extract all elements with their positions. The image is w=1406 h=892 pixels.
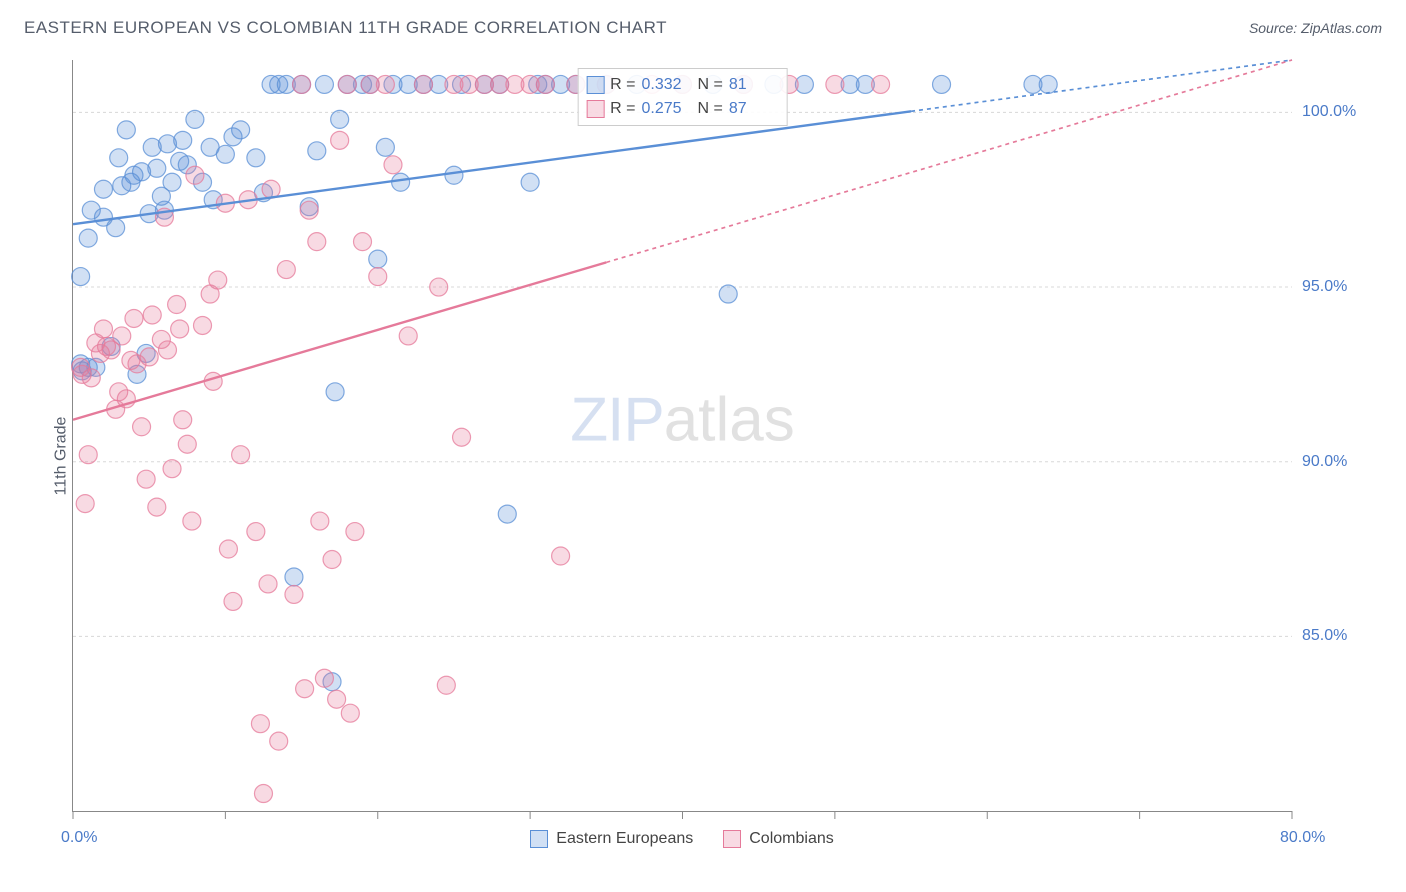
legend-swatch-1 <box>586 100 604 118</box>
series-legend-item-1: Colombians <box>723 830 833 848</box>
chart-source: Source: ZipAtlas.com <box>1249 20 1382 36</box>
legend-r-value-0: 0.332 <box>642 73 692 97</box>
legend-row-series-1: R = 0.275 N = 87 <box>586 97 779 121</box>
legend-r-value-1: 0.275 <box>642 97 692 121</box>
legend-r-label-1: R = <box>610 97 635 121</box>
legend-swatch-0 <box>586 76 604 94</box>
scatter-plot-svg <box>73 60 1292 811</box>
series-legend-label-0: Eastern Europeans <box>556 830 693 848</box>
ytick-label: 85.0% <box>1302 627 1372 645</box>
correlation-legend: R = 0.332 N = 81 R = 0.275 N = 87 <box>577 68 788 126</box>
legend-row-series-0: R = 0.332 N = 81 <box>586 73 779 97</box>
legend-n-label-1: N = <box>698 97 723 121</box>
ytick-label: 100.0% <box>1302 103 1372 121</box>
series-legend-item-0: Eastern Europeans <box>530 830 693 848</box>
plot-region: ZIPatlas R = 0.332 N = 81 R = 0.275 N = … <box>72 60 1292 812</box>
legend-n-value-0: 81 <box>729 73 779 97</box>
chart-title: EASTERN EUROPEAN VS COLOMBIAN 11TH GRADE… <box>24 18 667 38</box>
series-legend-label-1: Colombians <box>749 830 833 848</box>
legend-n-value-1: 87 <box>729 97 779 121</box>
chart-area: 11th Grade ZIPatlas R = 0.332 N = 81 R =… <box>24 50 1382 862</box>
series-legend-swatch-0 <box>530 830 548 848</box>
ytick-label: 90.0% <box>1302 453 1372 471</box>
legend-n-label-0: N = <box>698 73 723 97</box>
series-legend: Eastern Europeans Colombians <box>72 830 1292 848</box>
ytick-label: 95.0% <box>1302 278 1372 296</box>
y-axis-label: 11th Grade <box>52 417 70 496</box>
series-legend-swatch-1 <box>723 830 741 848</box>
legend-r-label-0: R = <box>610 73 635 97</box>
